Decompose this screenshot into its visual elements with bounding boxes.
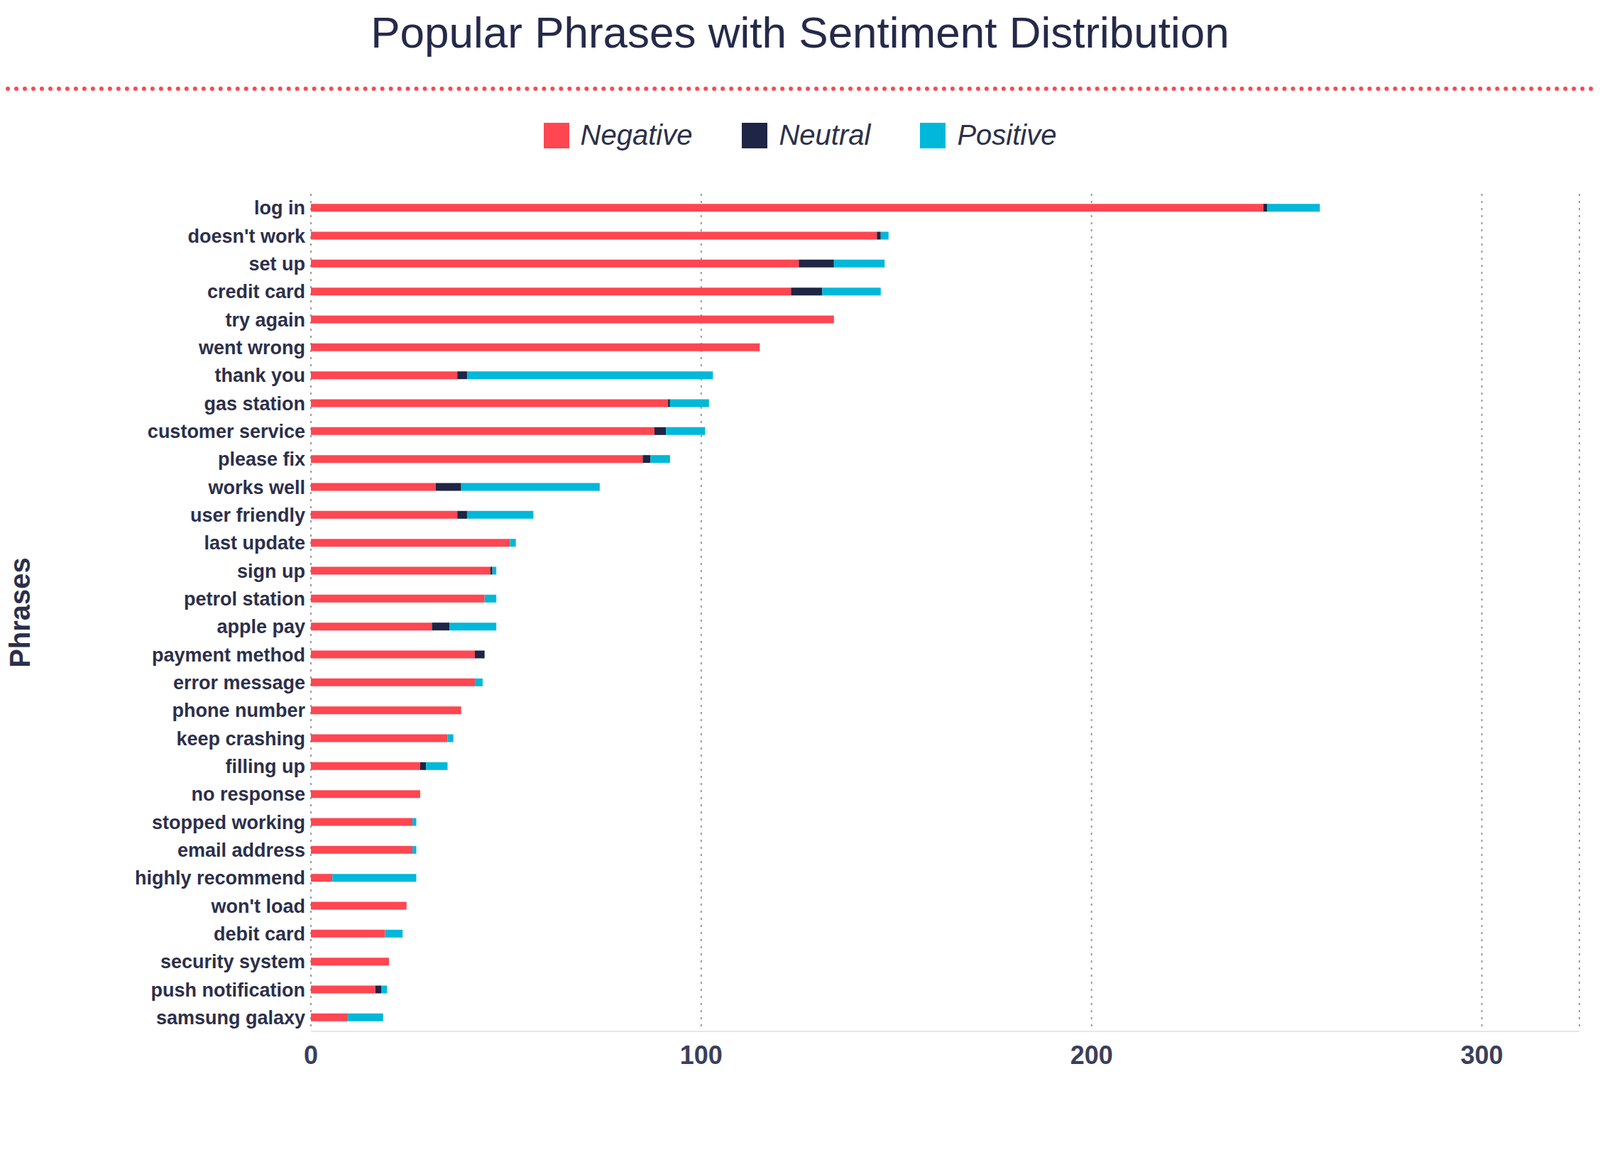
svg-text:stopped working: stopped working <box>151 812 306 834</box>
svg-text:error message: error message <box>173 672 306 694</box>
svg-text:phone number: phone number <box>172 699 306 722</box>
svg-text:went wrong: went wrong <box>198 337 306 359</box>
svg-text:set up: set up <box>248 253 306 275</box>
svg-text:100: 100 <box>680 1040 723 1070</box>
svg-text:thank you: thank you <box>214 364 306 387</box>
svg-text:try again: try again <box>225 309 306 331</box>
svg-text:200: 200 <box>1070 1040 1114 1070</box>
html-text:Neutral: Neutral <box>778 119 871 151</box>
svg-text:Phrases: Phrases <box>5 557 36 668</box>
svg-text:user friendly: user friendly <box>190 504 306 526</box>
svg-text:gas station: gas station <box>203 393 306 415</box>
svg-text:works well: works well <box>207 477 306 499</box>
svg-text:apple pay: apple pay <box>216 616 306 638</box>
svg-text:filling up: filling up <box>225 755 306 778</box>
svg-text:no response: no response <box>190 783 306 805</box>
svg-text:customer service: customer service <box>147 420 306 443</box>
svg-text:0: 0 <box>303 1040 319 1070</box>
svg-text:300: 300 <box>1460 1040 1503 1070</box>
svg-text:samsung galaxy: samsung galaxy <box>156 1007 306 1029</box>
svg-text:petrol station: petrol station <box>183 588 306 610</box>
svg-text:doesn't work: doesn't work <box>188 225 306 248</box>
html-text:Popular Phrases with Sentiment: Popular Phrases with Sentiment Distribut… <box>370 7 1230 57</box>
html-text:Negative: Negative <box>580 119 693 151</box>
svg-text:log in: log in <box>254 197 306 219</box>
svg-text:credit card: credit card <box>207 281 306 303</box>
svg-text:please fix: please fix <box>217 448 306 470</box>
svg-text:won't load: won't load <box>210 895 306 918</box>
svg-text:last update: last update <box>203 532 306 554</box>
html-text:Positive: Positive <box>957 119 1057 151</box>
svg-text:security system: security system <box>160 951 306 973</box>
svg-text:sign up: sign up <box>237 560 306 583</box>
svg-text:debit card: debit card <box>213 923 306 945</box>
svg-text:push notification: push notification <box>151 979 306 1001</box>
svg-text:payment method: payment method <box>151 644 306 666</box>
svg-text:email address: email address <box>177 839 306 862</box>
svg-text:highly recommend: highly recommend <box>134 867 306 889</box>
svg-text:keep crashing: keep crashing <box>176 728 306 750</box>
